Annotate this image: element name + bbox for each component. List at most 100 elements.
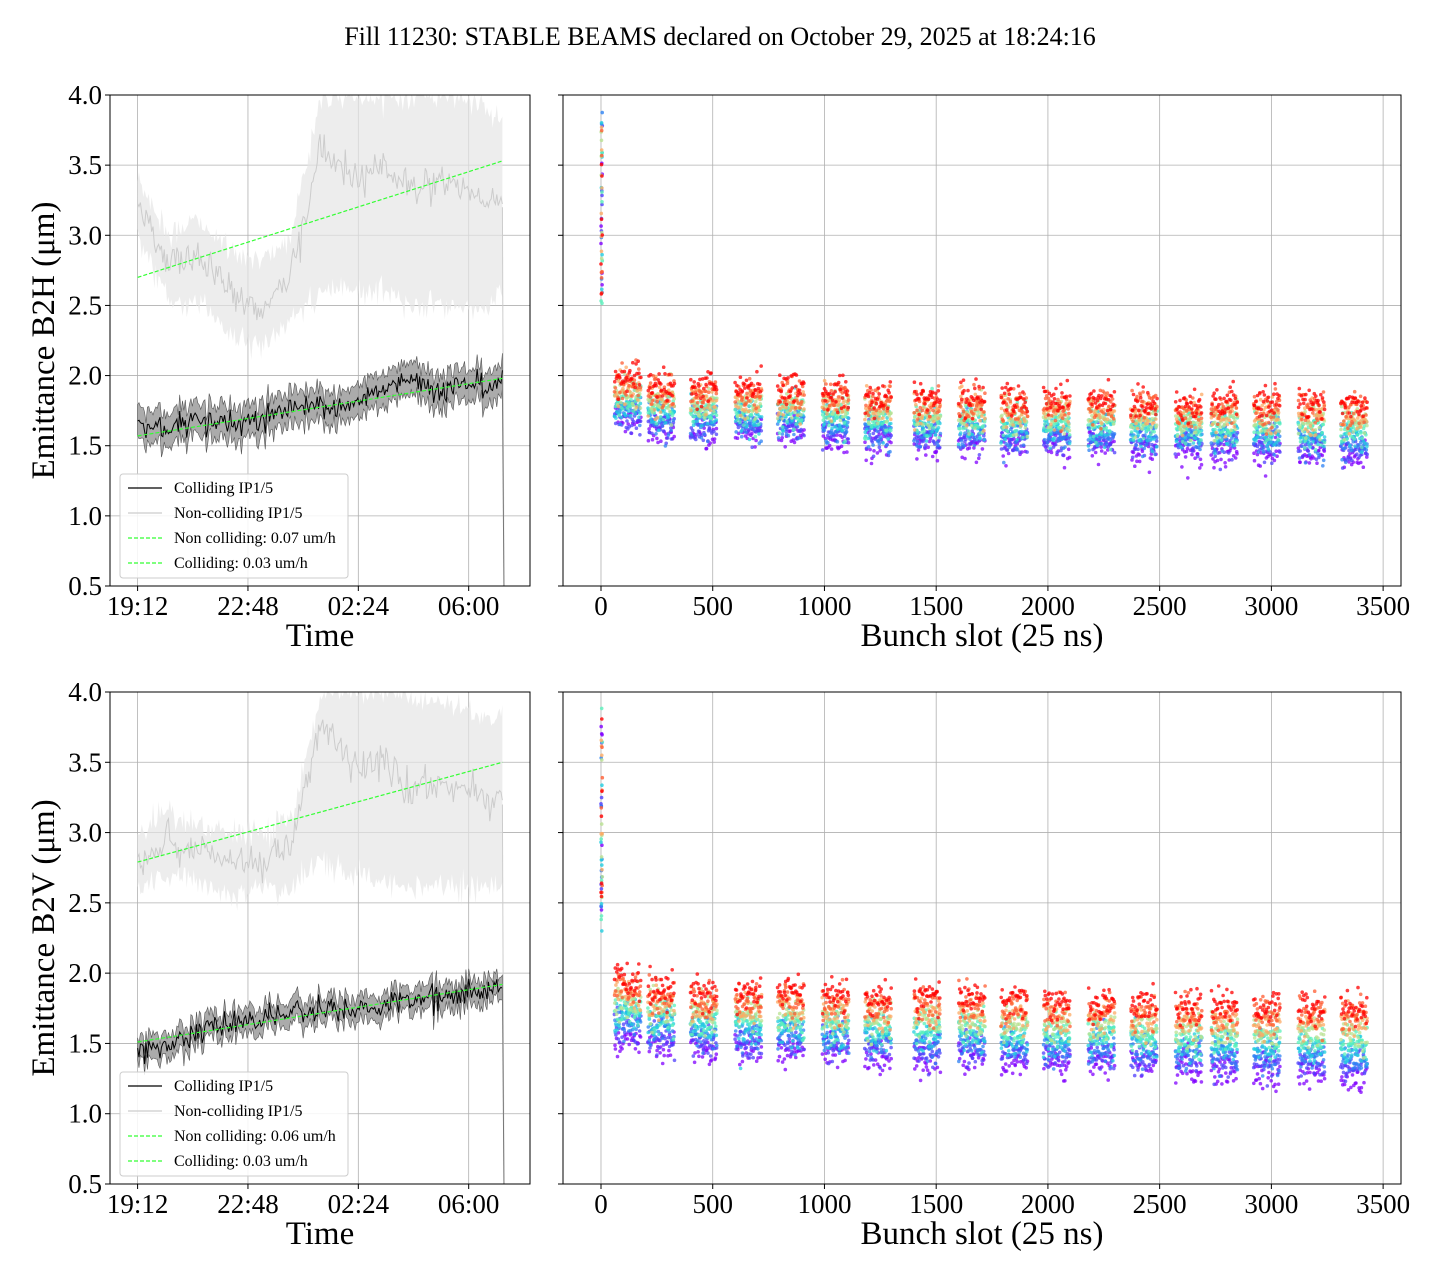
scatter-point xyxy=(827,423,831,428)
scatter-point xyxy=(1025,434,1030,439)
scatter-point xyxy=(1058,434,1063,438)
scatter-point xyxy=(695,419,700,424)
scatter-point xyxy=(936,443,940,448)
scatter-point xyxy=(1259,429,1263,433)
scatter-point xyxy=(650,420,654,424)
scatter-point xyxy=(1321,390,1326,394)
scatter-point xyxy=(776,436,781,440)
scatter-point xyxy=(1098,437,1102,441)
scatter-point xyxy=(1350,458,1354,463)
scatter-point xyxy=(1009,386,1013,391)
scatter-point xyxy=(647,430,651,435)
scatter-point xyxy=(706,399,711,403)
scatter-point xyxy=(1218,467,1223,472)
scatter-point xyxy=(1182,396,1187,400)
axes-frame xyxy=(562,94,1402,587)
scatter-point xyxy=(792,432,796,437)
scatter-point xyxy=(1141,399,1145,404)
scatter-point xyxy=(1005,448,1010,452)
scatter-point xyxy=(1196,454,1200,459)
scatter-point xyxy=(741,423,746,427)
scatter-point xyxy=(1142,415,1146,420)
scatter-point xyxy=(874,401,879,406)
scatter-point xyxy=(1314,457,1319,462)
scatter-point xyxy=(1106,432,1111,437)
scatter-point xyxy=(884,420,889,424)
scatter-point xyxy=(742,382,747,387)
scatter-point xyxy=(638,411,642,415)
scatter-point xyxy=(1183,436,1187,440)
scatter-point xyxy=(914,402,918,407)
scatter-point xyxy=(1133,464,1137,469)
scatter-point xyxy=(1190,407,1194,411)
scatter-point xyxy=(971,412,975,416)
scatter-point xyxy=(1231,393,1236,397)
scatter-point xyxy=(749,412,754,417)
scatter-point xyxy=(1011,423,1015,427)
scatter-point xyxy=(1321,458,1326,463)
scatter-point xyxy=(1134,421,1138,426)
scatter-point xyxy=(835,433,839,437)
scatter-point xyxy=(825,412,829,416)
scatter-point xyxy=(1150,416,1155,421)
scatter-point xyxy=(1190,452,1194,457)
scatter-point xyxy=(1223,435,1228,439)
scatter-point xyxy=(1004,408,1009,412)
scatter-point xyxy=(714,426,719,431)
scatter-point xyxy=(934,449,939,454)
scatter-point xyxy=(629,413,633,418)
scatter-point xyxy=(889,433,893,438)
scatter-point xyxy=(838,426,843,431)
scatter-point xyxy=(1191,420,1196,425)
scatter-point xyxy=(1146,411,1151,416)
scatter-point xyxy=(872,416,877,421)
scatter-point xyxy=(1269,408,1274,413)
scatter-point xyxy=(836,380,841,385)
scatter-point xyxy=(1149,452,1154,456)
scatter-point xyxy=(922,429,927,433)
scatter-point xyxy=(1060,391,1064,395)
scatter-point xyxy=(754,410,759,414)
scatter-point xyxy=(1137,408,1141,413)
scatter-point xyxy=(788,412,793,417)
scatter-point xyxy=(690,428,695,433)
scatter-point xyxy=(1210,402,1214,407)
scatter-point xyxy=(654,421,659,426)
scatter-point xyxy=(1300,412,1304,417)
scatter-point xyxy=(1091,434,1096,439)
pilot-point xyxy=(599,241,603,246)
scatter-point xyxy=(621,386,625,391)
scatter-point xyxy=(704,413,708,417)
scatter-point xyxy=(1022,397,1026,401)
scatter-point xyxy=(736,425,741,430)
scatter-point xyxy=(1307,452,1312,457)
scatter-point xyxy=(1014,440,1018,445)
scatter-point xyxy=(1271,415,1276,419)
scatter-point xyxy=(1306,402,1310,407)
scatter-point xyxy=(658,410,663,414)
pilot-point xyxy=(599,256,604,261)
scatter-point xyxy=(736,418,740,422)
scatter-point xyxy=(930,430,934,434)
legend-label: Non-colliding IP1/5 xyxy=(174,505,302,522)
scatter-point xyxy=(837,398,842,402)
scatter-point xyxy=(846,405,850,410)
scatter-point xyxy=(829,419,834,423)
scatter-point xyxy=(1311,440,1315,444)
scatter-point xyxy=(926,445,930,450)
scatter-point xyxy=(1049,422,1053,427)
scatter-point xyxy=(709,416,713,420)
scatter-point xyxy=(633,385,637,390)
scatter-point xyxy=(1067,433,1072,437)
scatter-point xyxy=(838,387,843,392)
y-axis-label: Emittance B2H (μm) xyxy=(26,202,62,480)
scatter-point xyxy=(1277,393,1281,398)
pilot-point xyxy=(600,193,604,198)
pilot-point xyxy=(600,233,605,237)
scatter-point xyxy=(886,453,891,458)
scatter-point xyxy=(1059,382,1063,387)
scatter-point xyxy=(802,428,806,432)
scatter-point xyxy=(1042,437,1047,442)
scatter-point xyxy=(1307,388,1311,393)
scatter-point xyxy=(1262,393,1267,397)
